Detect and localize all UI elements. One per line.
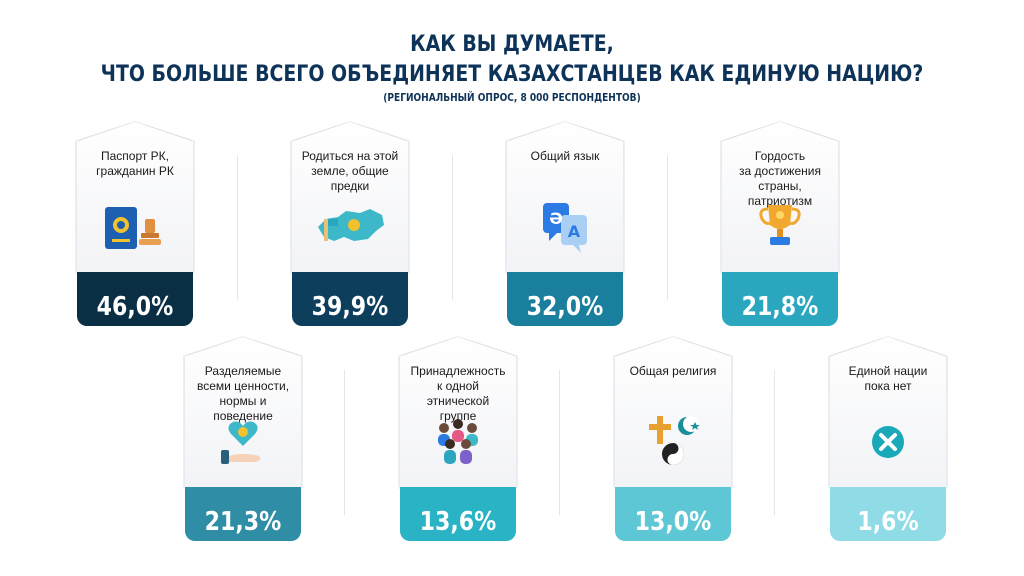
- card-pride: Гордость за достижения страны, патриотиз…: [720, 121, 840, 332]
- divider: [344, 370, 345, 515]
- religion-symbols-icon: [649, 416, 700, 465]
- card-value: 1,6%: [857, 507, 919, 537]
- card-value: 21,3%: [204, 507, 282, 537]
- header: КАК ВЫ ДУМАЕТЕ, ЧТО БОЛЬШЕ ВСЕГО ОБЪЕДИН…: [0, 30, 1024, 104]
- heart-hand-icon: [221, 421, 261, 464]
- card-religion: Общая религия 13,0%: [613, 336, 733, 547]
- card-no-nation: Единой нации пока нет 1,6%: [828, 336, 948, 547]
- card-label: Родиться на этой земле, общие предки: [301, 149, 399, 193]
- svg-text:Ә: Ә: [549, 209, 563, 228]
- kazakhstan-map-icon: [318, 209, 384, 241]
- card-label: Гордость за достижения страны, патриотиз…: [739, 149, 821, 208]
- card-label: Общий язык: [530, 149, 600, 163]
- card-label: Общая религия: [629, 364, 717, 378]
- divider: [452, 155, 453, 300]
- title-line-1: КАК ВЫ ДУМАЕТЕ,: [410, 32, 614, 57]
- page-title: КАК ВЫ ДУМАЕТЕ, ЧТО БОЛЬШЕ ВСЕГО ОБЪЕДИН…: [72, 30, 953, 90]
- language-icon: Ә A: [543, 203, 587, 253]
- card-header: [292, 122, 408, 272]
- people-group-icon: [438, 419, 478, 464]
- divider: [774, 370, 775, 515]
- trophy-icon: [759, 205, 801, 245]
- card-value: 32,0%: [526, 292, 604, 322]
- card-value: 39,9%: [311, 292, 389, 322]
- cross-circle-icon: [872, 426, 904, 458]
- card-header: [507, 122, 623, 272]
- card-header: [400, 337, 516, 487]
- card-value: 46,0%: [96, 292, 174, 322]
- card-passport: Паспорт РК, гражданин РК 46,0%: [75, 121, 195, 332]
- card-label: Паспорт РК, гражданин РК: [96, 149, 174, 178]
- divider: [237, 155, 238, 300]
- card-ethnic: Принадлежность к одной этнической группе…: [398, 336, 518, 547]
- card-value: 21,8%: [741, 292, 819, 322]
- card-values: Разделяемые всеми ценности, нормы и пове…: [183, 336, 303, 547]
- card-header: [722, 122, 838, 272]
- card-label: Единой нации пока нет: [848, 364, 928, 393]
- passport-stamp-icon: [105, 207, 161, 249]
- card-language: Общий язык Ә A 32,0%: [505, 121, 625, 332]
- card-label: Разделяемые всеми ценности, нормы и пове…: [196, 364, 290, 423]
- card-header: [830, 337, 946, 487]
- svg-text:A: A: [568, 222, 581, 241]
- divider: [667, 155, 668, 300]
- card-value: 13,6%: [419, 507, 497, 537]
- title-line-2: ЧТО БОЛЬШЕ ВСЕГО ОБЪЕДИНЯЕТ КАЗАХСТАНЦЕВ…: [100, 62, 924, 87]
- card-label: Принадлежность к одной этнической группе: [410, 364, 506, 423]
- divider: [559, 370, 560, 515]
- card-birthplace: Родиться на этой земле, общие предки 39,…: [290, 121, 410, 332]
- card-value: 13,0%: [634, 507, 712, 537]
- page-subtitle: (РЕГИОНАЛЬНЫЙ ОПРОС, 8 000 РЕСПОНДЕНТОВ): [383, 92, 641, 104]
